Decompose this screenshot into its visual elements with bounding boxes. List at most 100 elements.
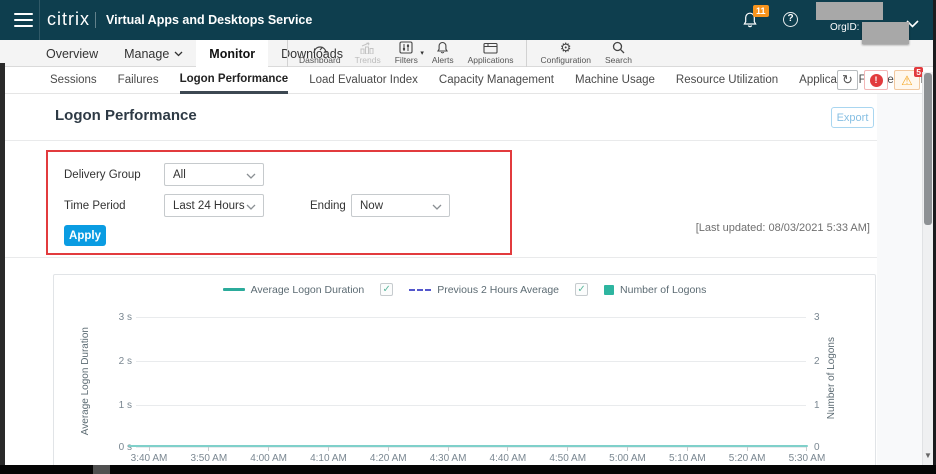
- window-bottom-edge: [0, 465, 936, 474]
- x-tick: [806, 447, 808, 451]
- product-title: Virtual Apps and Desktops Service: [106, 13, 313, 27]
- time-period-label: Time Period: [64, 200, 126, 212]
- chevron-down-icon: [246, 173, 256, 179]
- time-period-select[interactable]: Last 24 Hours: [164, 194, 264, 217]
- section-divider-top: [5, 140, 922, 141]
- monitor-tab-bar: Sessions Failures Logon Performance Load…: [0, 67, 936, 94]
- trends-chart-icon: [360, 41, 375, 54]
- x-tick: [208, 447, 210, 451]
- ending-label: Ending: [310, 200, 346, 212]
- tab-load-evaluator-index[interactable]: Load Evaluator Index: [309, 74, 418, 86]
- tab-sessions[interactable]: Sessions: [50, 74, 97, 86]
- window-left-edge: [0, 63, 5, 465]
- x-label: 4:30 AM: [423, 447, 473, 464]
- refresh-button[interactable]: ↻: [837, 70, 858, 90]
- legend-average-logon-duration: Average Logon Duration: [222, 284, 364, 296]
- right-tick-1: 1: [814, 400, 820, 411]
- x-label: 4:50 AM: [543, 447, 593, 464]
- scrollbar-thumb[interactable]: [924, 73, 932, 225]
- x-label: 4:00 AM: [244, 447, 294, 464]
- notifications-bell-icon[interactable]: [742, 11, 758, 29]
- citrix-logo: citrix: [47, 9, 90, 29]
- x-tick: [567, 447, 569, 451]
- nav-item-overview[interactable]: Overview: [46, 46, 99, 61]
- chevron-down-icon: [174, 51, 183, 56]
- nav-item-manage[interactable]: Manage: [111, 40, 196, 67]
- warning-triangle-icon: ⚠: [901, 72, 913, 88]
- tool-filters[interactable]: Filters ▾: [388, 40, 425, 67]
- applications-window-icon: [483, 41, 498, 54]
- warning-count-badge: 5: [914, 67, 923, 77]
- ending-select[interactable]: Now: [351, 194, 450, 217]
- x-tick: [627, 447, 628, 451]
- tool-dashboard[interactable]: Dashboard: [292, 40, 348, 67]
- top-header: citrix Virtual Apps and Desktops Service…: [0, 0, 936, 40]
- x-label: 5:20 AM: [722, 447, 772, 464]
- tab-capacity-management[interactable]: Capacity Management: [438, 74, 554, 86]
- filters-caret-icon: ▾: [420, 50, 424, 57]
- header-divider: [39, 0, 40, 40]
- nav-item-monitor[interactable]: Monitor: [196, 40, 269, 67]
- export-button[interactable]: Export: [831, 107, 874, 128]
- nav-links: Overview Manage Monitor Downloads: [33, 40, 356, 67]
- teal-line-swatch: [222, 288, 245, 291]
- x-tick: [148, 447, 150, 451]
- refresh-icon: ↻: [842, 72, 853, 87]
- average-logon-duration-line: [128, 445, 808, 447]
- tools-divider: [526, 40, 528, 67]
- account-name-redacted: [816, 2, 883, 20]
- x-tick: [686, 447, 688, 451]
- scrollbar-down-arrow[interactable]: ▼: [924, 451, 932, 460]
- x-label: 4:40 AM: [483, 447, 533, 464]
- left-tick-0s: 0 s: [118, 442, 132, 453]
- delivery-group-select[interactable]: All: [164, 163, 264, 186]
- x-tick: [447, 447, 449, 451]
- dashboard-gauge-icon: [312, 41, 328, 54]
- warning-alerts-button[interactable]: ⚠ 5: [894, 67, 923, 90]
- teal-square-swatch: [604, 284, 615, 295]
- x-axis-labels: 3:40 AM 3:50 AM 4:00 AM 4:10 AM 4:20 AM …: [124, 447, 832, 464]
- gridline-1s: [136, 405, 806, 406]
- notification-count-badge: 11: [753, 5, 769, 17]
- tool-search[interactable]: Search: [598, 40, 639, 67]
- last-updated-text: [Last updated: 08/03/2021 5:33 AM]: [695, 222, 870, 234]
- bottom-edge-notch: [93, 465, 110, 474]
- x-tick: [507, 447, 509, 451]
- tab-machine-usage[interactable]: Machine Usage: [574, 74, 655, 86]
- section-divider-bottom: [5, 257, 922, 258]
- gridline-0s: [136, 447, 806, 448]
- dashed-line-swatch: [409, 288, 432, 291]
- number-of-logons-checkbox[interactable]: ✓: [575, 283, 589, 296]
- nav-divider: [287, 40, 288, 67]
- right-tick-2: 2: [814, 356, 820, 367]
- tool-configuration[interactable]: ⚙ Configuration: [540, 40, 592, 65]
- hamburger-menu-icon[interactable]: [14, 13, 33, 27]
- apply-button[interactable]: Apply: [64, 225, 106, 246]
- alerts-bell-icon: [436, 41, 449, 54]
- x-label: 4:20 AM: [363, 447, 413, 464]
- tab-resource-utilization[interactable]: Resource Utilization: [675, 74, 779, 86]
- left-tick-1s: 1 s: [118, 400, 132, 411]
- tool-alerts[interactable]: Alerts: [425, 40, 461, 67]
- x-label: 3:50 AM: [184, 447, 234, 464]
- logon-performance-chart-card: Average Logon Duration ✓ Previous 2 Hour…: [53, 274, 876, 469]
- left-tick-2s: 2 s: [118, 356, 132, 367]
- critical-alerts-button[interactable]: !: [864, 70, 888, 90]
- main-navbar: Overview Manage Monitor Downloads Dashbo…: [0, 40, 936, 67]
- tool-trends[interactable]: Trends: [348, 40, 388, 67]
- tab-logon-performance[interactable]: Logon Performance: [179, 67, 289, 94]
- legend-previous-2-hours-average: Previous 2 Hours Average: [409, 284, 559, 296]
- left-tick-3s: 3 s: [118, 312, 132, 323]
- legend-number-of-logons: Number of Logons: [604, 284, 706, 296]
- previous-average-checkbox[interactable]: ✓: [380, 283, 394, 296]
- logo-divider: [95, 12, 96, 28]
- x-tick: [387, 447, 389, 451]
- help-icon[interactable]: ?: [783, 12, 798, 27]
- tool-applications[interactable]: Applications: [461, 40, 521, 67]
- scrollbar-track[interactable]: [922, 72, 933, 465]
- window-right-edge: [933, 0, 936, 474]
- nav-item-downloads[interactable]: Downloads: [281, 46, 343, 61]
- tab-failures[interactable]: Failures: [117, 74, 159, 86]
- gear-icon: ⚙: [559, 40, 572, 55]
